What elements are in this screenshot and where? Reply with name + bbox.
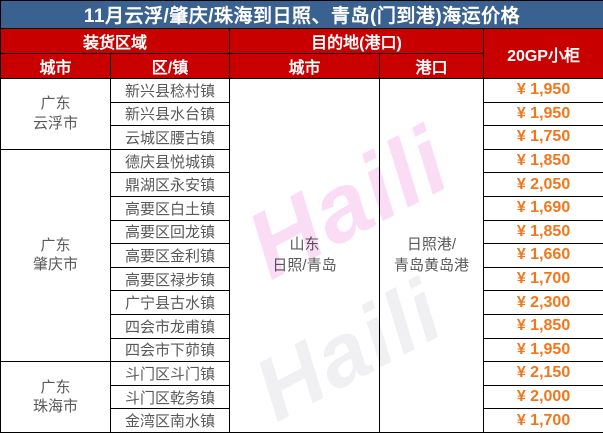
table-row: 高要区白土镇 ¥ 1,690: [1, 195, 603, 221]
town-cell: 四会市下茆镇: [110, 337, 230, 363]
price-cell: ¥ 2,050: [482, 172, 603, 197]
origin-city-cell: 广东 云浮市: [0, 78, 111, 150]
header-loading-area: 装货区域: [0, 28, 230, 54]
price-cell: ¥ 1,750: [482, 125, 603, 150]
town-cell: 鼎湖区永安镇: [110, 172, 230, 197]
price-cell: ¥ 1,950: [482, 78, 603, 103]
page-title: 11月云浮/肇庆/珠海到日照、青岛(门到港)海运价格: [0, 0, 603, 29]
town-cell: 斗门区乾务镇: [110, 384, 230, 410]
town-cell: 金湾区南水镇: [110, 408, 230, 433]
town-cell: 斗门区斗门镇: [110, 361, 230, 386]
table-row: 广宁县古水镇 ¥ 2,300: [1, 290, 603, 315]
town-cell: 新兴县稔村镇: [110, 78, 230, 103]
header-row-2: 城市 区/镇 城市 港口: [0, 53, 603, 79]
table-row: 四会市龙甫镇 ¥ 1,850: [1, 313, 603, 339]
header-dest-city: 城市: [229, 53, 380, 79]
table-row: 四会市下茆镇 ¥ 1,950: [1, 337, 603, 363]
header-destination-port-group: 目的地(港口): [229, 28, 484, 54]
table-row: 新兴县水台镇 ¥ 1,950: [1, 101, 603, 127]
price-cell: ¥ 2,300: [482, 290, 603, 315]
table-row: 高要区金利镇 ¥ 1,660: [1, 243, 603, 268]
town-cell: 云城区腰古镇: [110, 125, 230, 150]
header-district-town: 区/镇: [110, 53, 230, 79]
price-cell: ¥ 1,700: [482, 266, 603, 292]
town-cell: 高要区白土镇: [110, 195, 230, 221]
price-cell: ¥ 1,700: [482, 408, 603, 433]
table-row: 高要区禄步镇 ¥ 1,700: [1, 266, 603, 292]
dest-city-cell: 山东 日照/青岛: [229, 78, 380, 433]
town-cell: 高要区回龙镇: [110, 219, 230, 245]
price-cell: ¥ 1,660: [482, 243, 603, 268]
price-cell: ¥ 1,950: [482, 337, 603, 363]
origin-city-cell: 广东 肇庆市: [0, 148, 111, 363]
price-cell: ¥ 1,850: [482, 219, 603, 245]
price-cell: ¥ 1,690: [482, 195, 603, 221]
town-cell: 广宁县古水镇: [110, 290, 230, 315]
table-row: 广东 珠海市 斗门区斗门镇 ¥ 2,150: [0, 361, 603, 433]
dest-port-cell: 日照港/ 青岛黄岛港: [379, 78, 484, 433]
table-row: 广东 云浮市 新兴县稔村镇 山东 日照/青岛 日照港/ 青岛黄岛港 ¥ 1,95…: [0, 78, 603, 433]
price-cell: ¥ 2,000: [482, 384, 603, 410]
header-20gp-container: 20GP小柜: [482, 28, 603, 79]
table-row: 斗门区乾务镇 ¥ 2,000: [1, 384, 603, 410]
town-cell: 德庆县悦城镇: [110, 148, 230, 174]
table-row: 云城区腰古镇 ¥ 1,750: [1, 125, 603, 150]
table-row: 鼎湖区永安镇 ¥ 2,050: [1, 172, 603, 197]
town-cell: 高要区禄步镇: [110, 266, 230, 292]
title-row: 11月云浮/肇庆/珠海到日照、青岛(门到港)海运价格: [0, 0, 603, 29]
table-row: 金湾区南水镇 ¥ 1,700: [1, 408, 603, 433]
header-row-1: 装货区域 目的地(港口) 20GP小柜: [0, 28, 603, 79]
town-cell: 高要区金利镇: [110, 243, 230, 268]
origin-city-cell: 广东 珠海市: [0, 361, 111, 433]
town-cell: 四会市龙甫镇: [110, 313, 230, 339]
header-origin-city: 城市: [0, 53, 111, 79]
price-cell: ¥ 2,150: [482, 361, 603, 386]
header-dest-port: 港口: [379, 53, 484, 79]
town-cell: 新兴县水台镇: [110, 101, 230, 127]
price-cell: ¥ 1,850: [482, 313, 603, 339]
price-cell: ¥ 1,850: [482, 148, 603, 174]
price-cell: ¥ 1,950: [482, 101, 603, 127]
